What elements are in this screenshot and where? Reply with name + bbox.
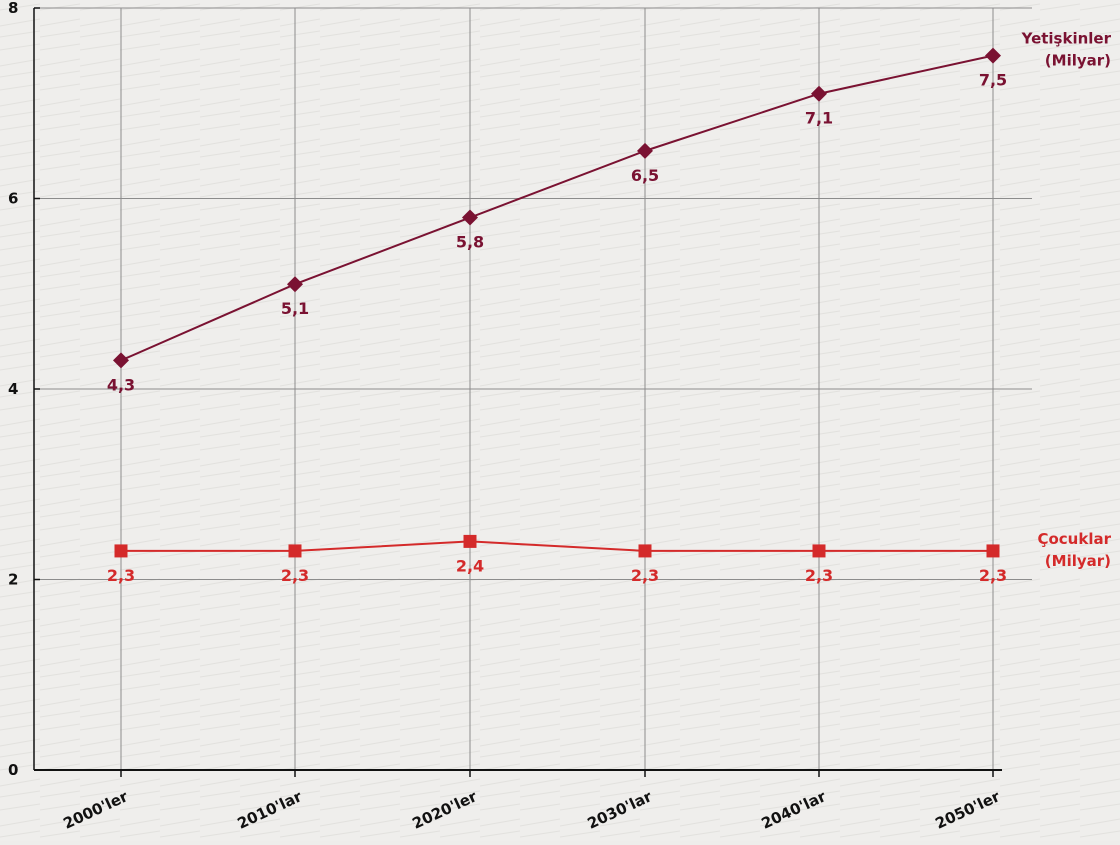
data-label: 4,3 [107,375,135,394]
data-point-marker [113,352,129,369]
series-line-1 [121,540,993,552]
series-line-0 [120,54,994,362]
data-label: 2,3 [631,566,659,585]
data-point-marker [811,85,827,102]
series-name-label: (Milyar) [1045,552,1111,570]
data-label: 5,8 [456,233,484,252]
y-tick-label: 0 [8,761,18,779]
data-label: 7,1 [805,109,833,128]
y-tick-label: 8 [8,0,18,17]
series-name-label: Yetişkinler [1021,30,1112,48]
series-name-label: (Milyar) [1045,52,1111,70]
data-label: 2,3 [979,566,1007,585]
data-point-marker [986,544,1000,558]
data-point-marker [463,534,477,548]
series-name-label: Çocuklar [1037,530,1111,548]
data-point-marker [985,47,1001,64]
data-point-marker [638,544,652,558]
data-label: 2,3 [281,566,309,585]
data-point-marker [114,544,128,558]
data-label: 5,1 [281,299,309,318]
data-point-marker [287,276,303,293]
y-tick-label: 6 [8,190,18,208]
labels: 4,3 5,1 5,8 6,5 7,1 7,5 Yetişkinler (Milyar) 2,3… [107,30,1112,585]
data-label: 7,5 [979,71,1007,90]
data-point-marker [637,142,653,159]
y-tick-label: 4 [8,380,18,398]
y-tick-label: 2 [8,571,18,589]
data-point-marker [812,544,826,558]
data-point-marker [288,544,302,558]
data-point-marker [462,209,478,226]
series [113,47,1001,558]
data-label: 2,3 [805,566,833,585]
data-label: 2,4 [456,556,484,575]
data-label: 6,5 [631,166,659,185]
data-label: 2,3 [107,566,135,585]
grid [34,7,1032,770]
